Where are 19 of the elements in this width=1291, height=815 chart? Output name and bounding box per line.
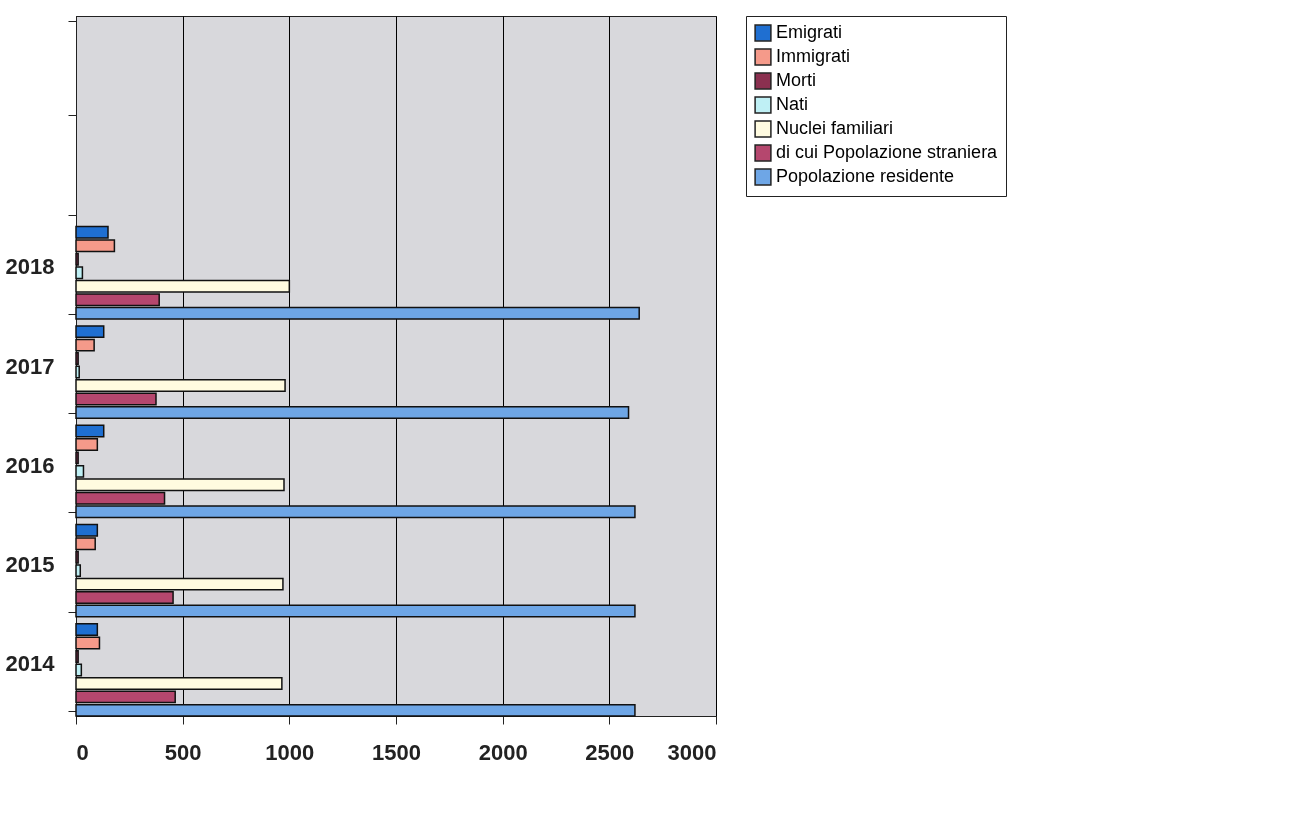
legend-label: di cui Popolazione straniera (776, 142, 999, 162)
legend-label: Nati (776, 94, 809, 114)
y-tick-label: 2015 (5, 552, 55, 578)
y-tick-label: 2014 (5, 651, 56, 677)
x-tick-label: 500 (164, 739, 202, 765)
x-tick-label: 3000 (667, 739, 717, 765)
x-tick-label: 2500 (585, 739, 635, 765)
legend-label: Immigrati (776, 46, 851, 66)
legend-label: Morti (776, 70, 816, 90)
legend-label: Popolazione residente (776, 166, 955, 186)
legend-label: Nuclei familiari (776, 118, 894, 138)
x-tick-label: 0 (76, 739, 89, 765)
legend-label: Emigrati (776, 22, 843, 42)
y-tick-label: 2017 (5, 353, 55, 379)
x-tick-label: 1000 (265, 739, 315, 765)
y-tick-label: 2018 (5, 254, 55, 280)
x-tick-label: 2000 (478, 739, 528, 765)
x-tick-label: 1500 (372, 739, 421, 765)
y-tick-label: 2016 (5, 452, 55, 478)
